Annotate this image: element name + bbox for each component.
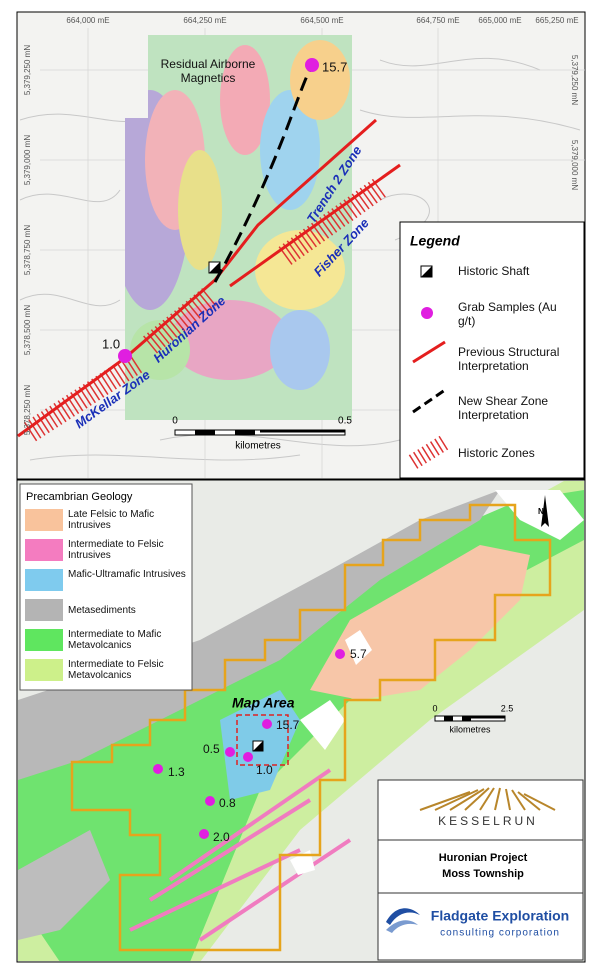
north-arrow (541, 495, 549, 527)
unit-label: Mafic-Ultramafic Intrusives (68, 569, 186, 580)
legend-item: New Shear Zone Interpretation (458, 394, 549, 422)
unit-swatch (25, 629, 63, 651)
scale-unit: kilometres (449, 724, 491, 734)
scale-label: 0.5 (338, 416, 352, 427)
legend-historic (408, 435, 450, 469)
y-axis-label: 5,378,250 mN (23, 385, 32, 435)
x-axis-label: 665,000 mE (478, 16, 521, 25)
unit-label: Metasediments (68, 605, 136, 616)
x-axis-label: 664,750 mE (416, 16, 459, 25)
sample-point (305, 58, 319, 72)
samples (153, 649, 345, 839)
legend-item: Historic Zones (458, 446, 535, 460)
scale-unit: kilometres (235, 441, 281, 452)
structural-line (229, 163, 401, 288)
legend-item: Historic Shaft (458, 264, 530, 278)
company-logo: KESSELRUN (438, 814, 538, 828)
y-axis-label: 5,378,500 mN (23, 305, 32, 355)
sample-label: 0.8 (219, 796, 236, 810)
magnetics (125, 35, 352, 420)
kesselrun-fan (419, 787, 556, 811)
x-axis-label: 665,250 mE (535, 16, 578, 25)
shear-zone-line (213, 64, 314, 283)
unit-label: Late Felsic to Mafic Intrusives (68, 509, 155, 531)
unit-label: Intermediate to Mafic Metavolcanics (68, 629, 162, 651)
unit-swatch (25, 599, 63, 621)
project-name: Huronian Project (439, 852, 528, 864)
scale-label: 0 (432, 703, 437, 713)
map-area-box (236, 714, 289, 766)
sample-label: 0.5 (203, 742, 220, 756)
legend-shaft (420, 265, 433, 278)
fladgate-swoosh (386, 908, 420, 925)
historic-shaft (208, 261, 221, 274)
unit-swatch (25, 509, 63, 531)
legend-sample (421, 307, 433, 319)
unit-swatch (25, 539, 63, 561)
sample-label: 1.3 (168, 765, 185, 779)
scale-bar (434, 715, 506, 722)
x-axis-label: 664,500 mE (300, 16, 343, 25)
y-axis-label: 5,379,250 mN (23, 45, 32, 95)
unit-label: Intermediate to Felsic Intrusives (68, 539, 164, 561)
x-axis-label: 664,000 mE (66, 16, 109, 25)
consultant-tagline: consulting corporation (440, 928, 560, 939)
legend-structural (412, 340, 446, 364)
sample-label: 5.7 (350, 647, 367, 661)
magnetics-title: Residual Airborne Magnetics (160, 57, 256, 85)
north-label: N (538, 507, 544, 516)
unit-swatch (25, 659, 63, 681)
historic-zones (24, 177, 389, 442)
legend-title: Legend (410, 233, 460, 249)
project-township: Moss Township (442, 868, 524, 880)
consultant-name: Fladgate Exploration (431, 908, 569, 924)
sample-label: 15.7 (276, 718, 300, 732)
legend-shear (412, 388, 446, 414)
x-axis-label: 664,250 mE (183, 16, 226, 25)
scale-label: 0 (172, 416, 178, 427)
unit-swatch (25, 569, 63, 591)
y-axis-label: 5,378,750 mN (23, 225, 32, 275)
geology-legend-title: Precambrian Geology (26, 491, 133, 503)
legend-item: Previous Structural Interpretation (458, 345, 560, 373)
sample-point (118, 349, 132, 363)
scale-label: 2.5 (501, 703, 514, 713)
scale-bar (174, 429, 346, 436)
legend-item: Grab Samples (Au g/t) (458, 300, 557, 328)
fladgate-swoosh (386, 920, 418, 933)
sample-label: 2.0 (213, 830, 230, 844)
sample-label: 1.0 (102, 336, 120, 351)
historic-shaft (252, 740, 264, 752)
property-outline (70, 503, 552, 952)
y-axis-label: 5,379,000 mN (23, 135, 32, 185)
y-axis-label: 5,379,250 mN (570, 55, 579, 105)
y-axis-label: 5,379,000 mN (570, 140, 579, 190)
sample-label: 15.7 (322, 59, 347, 74)
unit-label: Intermediate to Felsic Metavolcanics (68, 659, 164, 681)
map-area-label: Map Area (232, 695, 295, 711)
sample-label: 1.0 (256, 763, 273, 777)
